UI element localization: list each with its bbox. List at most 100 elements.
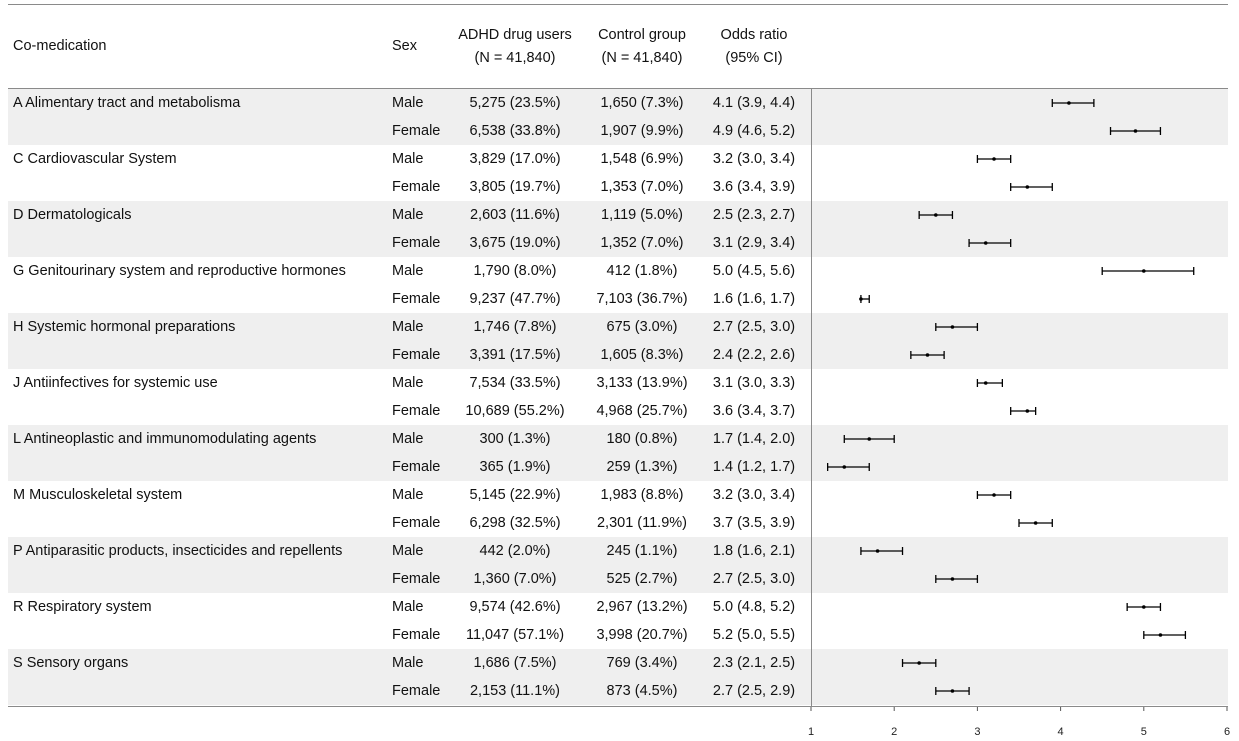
header-users: ADHD drug users (N = 41,840) <box>446 24 584 70</box>
header-users-line1: ADHD drug users <box>458 27 572 43</box>
odds-ratio-cell: 2.7 (2.5, 2.9) <box>712 683 796 699</box>
control-cell: 412 (1.8%) <box>606 263 678 279</box>
users-cell: 7,534 (33.5%) <box>469 375 561 391</box>
header-users-line2: (N = 41,840) <box>474 50 556 66</box>
header-or-line1: Odds ratio <box>720 27 788 43</box>
sex-cell: Male <box>392 487 424 503</box>
or-point <box>1142 605 1146 609</box>
sex-cell: Female <box>392 291 441 307</box>
or-point <box>842 465 847 469</box>
co-medication-cell: P Antiparasitic products, insecticides a… <box>13 543 343 559</box>
header-control-line1: Control group <box>598 27 686 43</box>
odds-ratio-cell: 3.2 (3.0, 3.4) <box>712 151 796 167</box>
control-cell: 1,983 (8.8%) <box>600 487 684 503</box>
header-control: Control group (N = 41,840) <box>588 24 696 70</box>
control-cell: 1,605 (8.3%) <box>600 347 684 363</box>
row-band <box>8 565 1228 593</box>
odds-ratio-cell: 3.1 (3.0, 3.3) <box>712 375 796 391</box>
sex-cell: Female <box>392 179 441 195</box>
header-sex: Sex <box>392 38 417 54</box>
row-band <box>8 229 1228 257</box>
or-point <box>1025 409 1030 413</box>
odds-ratio-cell: 4.1 (3.9, 4.4) <box>712 95 796 111</box>
row-band <box>8 117 1228 145</box>
users-cell: 442 (2.0%) <box>479 543 551 559</box>
control-cell: 1,353 (7.0%) <box>600 179 684 195</box>
sex-cell: Female <box>392 347 441 363</box>
x-tick-label: 4 <box>1058 726 1064 738</box>
odds-ratio-cell: 5.0 (4.5, 5.6) <box>712 263 796 279</box>
row-band <box>8 201 1228 229</box>
users-cell: 1,360 (7.0%) <box>473 571 557 587</box>
co-medication-cell: G Genitourinary system and reproductive … <box>13 263 346 279</box>
co-medication-cell: M Musculoskeletal system <box>13 487 183 503</box>
or-point <box>1142 269 1146 273</box>
control-cell: 2,301 (11.9%) <box>596 515 687 531</box>
users-cell: 6,298 (32.5%) <box>469 515 561 531</box>
or-point <box>1158 633 1163 637</box>
control-cell: 769 (3.4%) <box>606 655 678 671</box>
or-point <box>859 297 863 301</box>
sex-cell: Male <box>392 207 424 223</box>
sex-cell: Female <box>392 403 441 419</box>
or-point <box>983 381 988 385</box>
odds-ratio-cell: 3.6 (3.4, 3.7) <box>712 403 796 419</box>
or-point <box>934 213 938 217</box>
odds-ratio-cell: 1.7 (1.4, 2.0) <box>712 431 796 447</box>
control-cell: 675 (3.0%) <box>606 319 678 335</box>
control-cell: 1,352 (7.0%) <box>600 235 684 251</box>
sex-cell: Male <box>392 263 424 279</box>
sex-cell: Male <box>392 655 424 671</box>
users-cell: 1,790 (8.0%) <box>473 263 557 279</box>
users-cell: 3,805 (19.7%) <box>469 179 561 195</box>
or-point <box>950 577 955 581</box>
row-band <box>8 677 1228 705</box>
row-band <box>8 341 1228 369</box>
control-cell: 873 (4.5%) <box>606 683 678 699</box>
odds-ratio-cell: 3.1 (2.9, 3.4) <box>712 235 796 251</box>
users-cell: 365 (1.9%) <box>479 459 551 475</box>
control-cell: 1,548 (6.9%) <box>600 151 684 167</box>
header-control-line2: (N = 41,840) <box>601 50 683 66</box>
sex-cell: Female <box>392 683 441 699</box>
control-cell: 525 (2.7%) <box>606 571 678 587</box>
bottom-rule <box>8 706 1228 707</box>
sex-cell: Female <box>392 515 441 531</box>
control-cell: 180 (0.8%) <box>606 431 678 447</box>
users-cell: 300 (1.3%) <box>479 431 551 447</box>
users-cell: 5,145 (22.9%) <box>469 487 561 503</box>
control-cell: 1,907 (9.9%) <box>600 123 684 139</box>
users-cell: 1,686 (7.5%) <box>473 655 557 671</box>
sex-cell: Female <box>392 571 441 587</box>
users-cell: 5,275 (23.5%) <box>469 95 561 111</box>
or-point <box>950 689 955 693</box>
or-point <box>1033 521 1038 525</box>
sex-cell: Male <box>392 431 424 447</box>
odds-ratio-cell: 3.7 (3.5, 3.9) <box>712 515 796 531</box>
odds-ratio-cell: 2.7 (2.5, 3.0) <box>712 571 796 587</box>
co-medication-cell: H Systemic hormonal preparations <box>13 319 236 335</box>
sex-cell: Female <box>392 235 441 251</box>
sex-cell: Male <box>392 151 424 167</box>
or-point <box>867 437 872 441</box>
row-band <box>8 425 1228 453</box>
row-band <box>8 537 1228 565</box>
or-point <box>992 157 996 161</box>
co-medication-cell: R Respiratory system <box>13 599 152 615</box>
sex-cell: Male <box>392 599 424 615</box>
users-cell: 3,391 (17.5%) <box>469 347 561 363</box>
x-tick-label: 3 <box>974 726 980 738</box>
row-band <box>8 313 1228 341</box>
sex-cell: Male <box>392 319 424 335</box>
users-cell: 9,237 (47.7%) <box>469 291 561 307</box>
odds-ratio-cell: 2.7 (2.5, 3.0) <box>712 319 796 335</box>
x-tick-label: 5 <box>1141 726 1147 738</box>
row-band <box>8 453 1228 481</box>
row-band <box>8 89 1228 117</box>
users-cell: 10,689 (55.2%) <box>465 403 565 419</box>
odds-ratio-cell: 5.2 (5.0, 5.5) <box>712 627 796 643</box>
sex-cell: Female <box>392 123 441 139</box>
co-medication-cell: L Antineoplastic and immunomodulating ag… <box>13 431 317 447</box>
or-point <box>1025 185 1030 189</box>
